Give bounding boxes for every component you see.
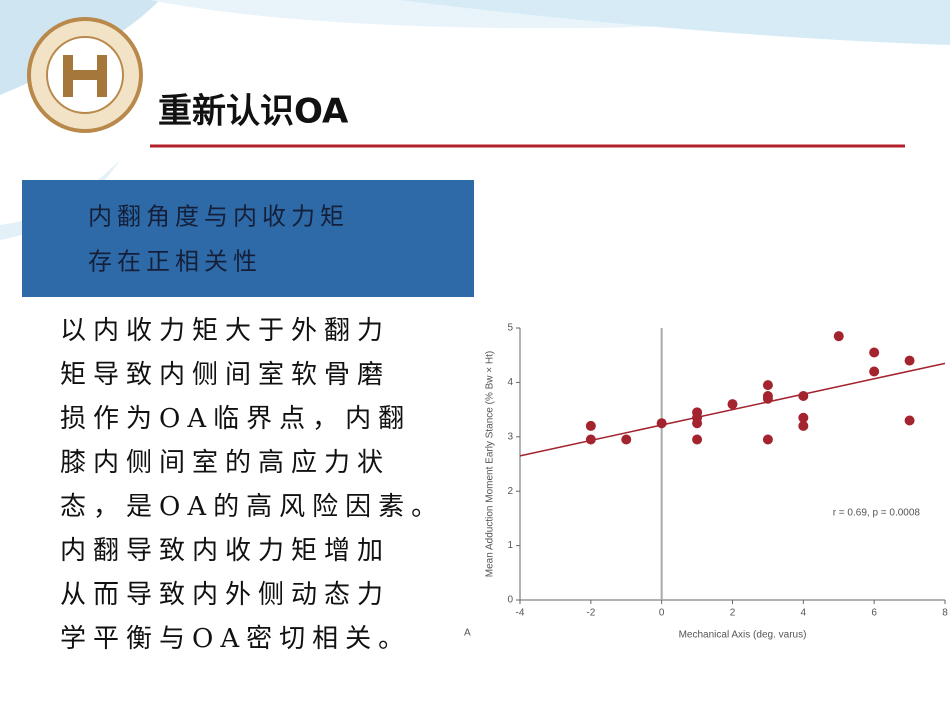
point: [904, 355, 915, 366]
body-text: 以内收力矩大于外翻力矩导致内侧间室软骨磨损作为OA临界点，内翻膝内侧间室的高应力…: [60, 316, 444, 654]
body-line: 内翻导致内收力矩增加: [60, 536, 390, 566]
y-tick-label: 5: [507, 323, 513, 334]
point: [904, 415, 915, 426]
y-axis-label: Mean Adduction Moment Early Stance (% Bw…: [485, 351, 496, 578]
x-tick-label: 6: [871, 608, 877, 619]
y-tick-label: 1: [507, 540, 513, 551]
point: [621, 434, 632, 445]
decor-swirl: [400, 0, 950, 45]
point: [762, 434, 773, 445]
point: [798, 391, 809, 401]
y-tick-label: 3: [507, 431, 513, 442]
point: [762, 380, 773, 391]
x-tick-label: -2: [586, 608, 595, 619]
panel-label: A: [464, 628, 471, 639]
annotation: r = 0.69, p = 0.0008: [833, 508, 921, 519]
body-line: 损作为OA临界点，内翻: [60, 404, 411, 434]
x-tick-label: 0: [659, 608, 665, 619]
point: [798, 412, 809, 423]
box-line: 存在正相关性: [88, 248, 262, 276]
point: [692, 418, 703, 429]
box-line: 内翻角度与内收力矩: [88, 203, 349, 231]
point: [585, 420, 596, 431]
point: [727, 399, 738, 410]
point: [585, 434, 596, 445]
body-line: 态，是OA的高风险因素。: [60, 492, 444, 522]
highlight-box: [22, 180, 474, 297]
point: [869, 366, 880, 377]
fit-line: [519, 362, 946, 457]
body-line: 以内收力矩大于外翻力: [60, 316, 390, 346]
x-axis-label: Mechanical Axis (deg. varus): [679, 630, 807, 641]
x-tick-label: 2: [730, 608, 736, 619]
point: [692, 434, 703, 445]
body-line: 膝内侧间室的高应力状: [60, 448, 390, 478]
point: [762, 393, 773, 404]
body-line: 从而导致内外侧动态力: [60, 580, 390, 610]
body-line: 矩导致内侧间室软骨磨: [60, 360, 390, 390]
y-tick-label: 4: [507, 377, 513, 388]
scatter-chart: 0 1 2 3 4 5 -4 -2 0 2 4 6 8 r = 0.69, p = 0.0008 Mecha…: [464, 323, 948, 641]
point: [798, 420, 809, 431]
point: [656, 418, 667, 429]
point: [869, 347, 880, 358]
x-tick-label: -4: [516, 608, 525, 619]
logo-mark: [63, 55, 107, 97]
y-tick-label: 0: [507, 595, 513, 606]
y-tick-label: 2: [507, 486, 513, 497]
x-tick-label: 8: [942, 608, 948, 619]
body-line: 学平衡与OA密切相关。: [60, 624, 411, 654]
x-tick-label: 4: [801, 608, 807, 619]
slide-title: 重新认识OA: [158, 92, 349, 132]
point: [833, 331, 844, 342]
